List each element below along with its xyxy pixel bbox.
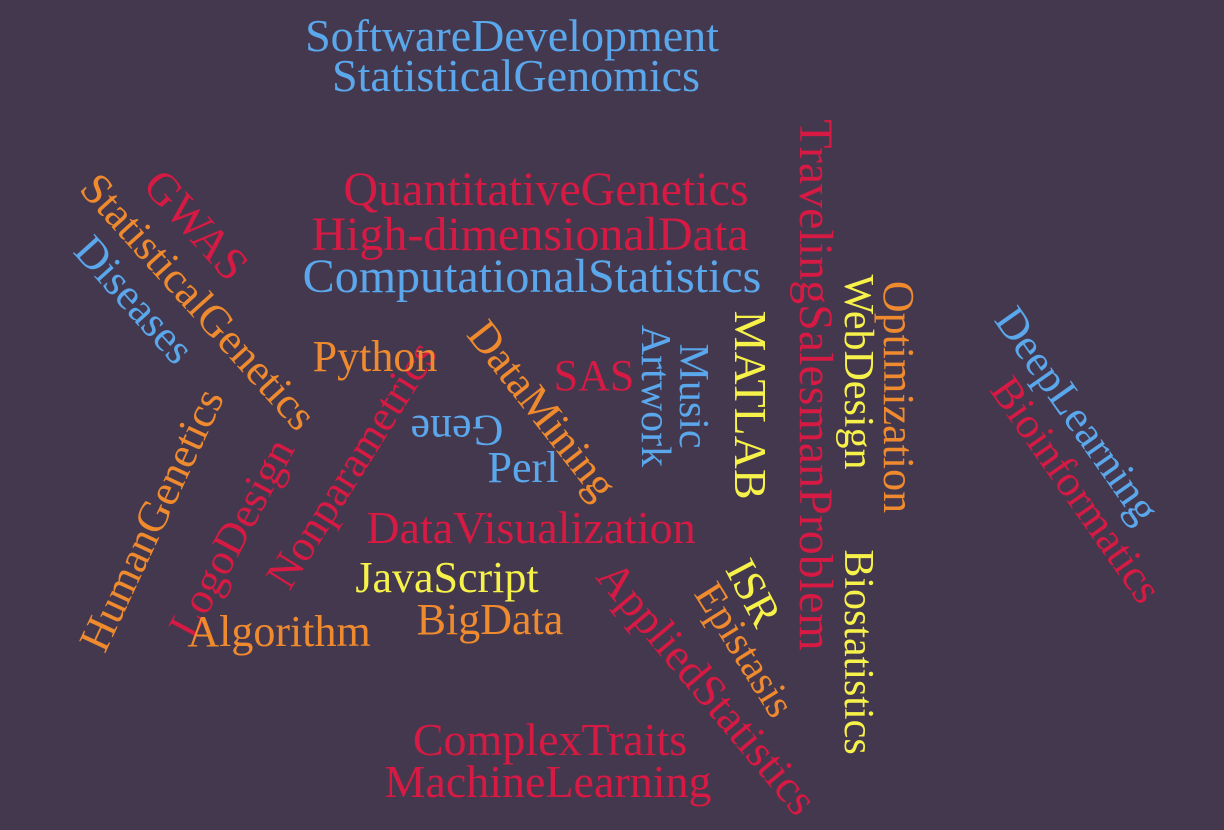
word-software-development: SoftwareDevelopment [305,10,719,61]
word-python: Python [312,332,438,381]
word-algorithm: Algorithm [187,607,371,656]
word-biostatistics: Biostatistics [835,549,881,755]
word-quantitative-genetics: QuantitativeGenetics [343,163,749,216]
word-perl: Perl [487,443,559,492]
word-statistical-genomics: StatisticalGenomics [332,50,700,101]
word-computational-statistics: ComputationalStatistics [302,250,762,303]
word-traveling-salesman-problem: TravelingSalesmanProblem [789,119,842,651]
word-artwork: Artwork [632,324,678,468]
word-high-dimensional-data: High-dimensionalData [311,208,749,261]
word-big-data: BigData [416,595,564,644]
word-music: Music [670,343,716,449]
word-machine-learning: MachineLearning [384,756,712,807]
word-javascript: JavaScript [355,553,539,602]
word-optimization: Optimization [874,280,923,514]
word-sas: SAS [553,351,635,400]
word-matlab: MATLAB [725,310,776,500]
word-complex-traits: ComplexTraits [412,714,688,765]
word-data-visualization: DataVisualization [366,502,696,553]
word-web-design: WebDesign [835,274,881,470]
